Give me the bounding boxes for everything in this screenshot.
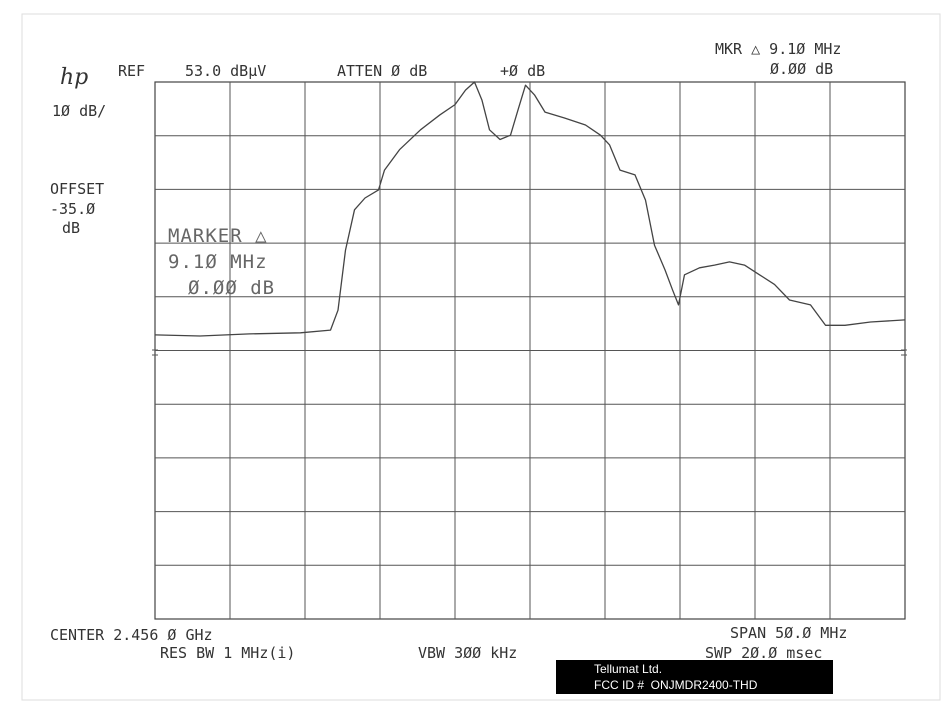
scale: 1Ø dB/ — [52, 102, 106, 120]
fcc-id: FCC ID # ONJMDR2400-THD — [594, 678, 758, 692]
ref-markers — [152, 349, 907, 356]
offset-gain: +Ø dB — [500, 62, 545, 80]
marker-level: Ø.ØØ dB — [770, 60, 833, 78]
company: Tellumat Ltd. — [594, 662, 662, 676]
plot-area — [154, 81, 906, 620]
offset-label: OFFSET — [50, 180, 104, 198]
span: SPAN 5Ø.Ø MHz — [730, 624, 847, 642]
ref-level: 53.0 dBµV — [185, 62, 266, 80]
label-box — [556, 660, 833, 694]
res-bw: RES BW 1 MHz(i) — [160, 644, 295, 662]
atten: ATTEN Ø dB — [337, 62, 427, 80]
marker-box-freq: 9.1Ø MHz — [168, 251, 268, 273]
ref-label: REF — [118, 62, 145, 80]
logo: hp — [60, 65, 88, 90]
marker-readout: MKR △ 9.1Ø MHz — [715, 40, 841, 58]
marker-box-title: MARKER △ — [168, 225, 268, 247]
trace — [154, 81, 906, 337]
center: CENTER 2.456 Ø GHz — [50, 626, 213, 644]
marker-box-level: Ø.ØØ dB — [188, 277, 275, 299]
sweep: SWP 2Ø.Ø msec — [705, 644, 822, 662]
offset-value: -35.Ø — [50, 200, 95, 218]
vbw: VBW 3ØØ kHz — [418, 644, 517, 662]
offset-unit: dB — [62, 219, 80, 237]
page-frame — [21, 13, 941, 701]
